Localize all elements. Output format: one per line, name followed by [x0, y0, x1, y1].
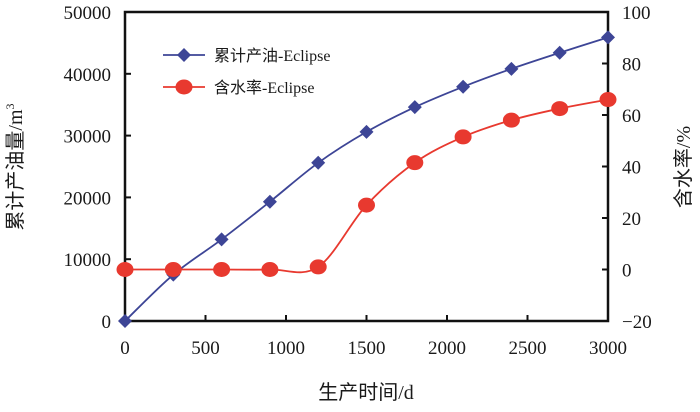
plot-border [123, 10, 610, 323]
diamond-marker [262, 194, 277, 209]
x-tick-label: 1000 [267, 338, 305, 359]
legend-item: 含水率-Eclipse [163, 79, 314, 97]
diamond-marker [552, 45, 567, 60]
legend-label: 含水率-Eclipse [214, 79, 314, 97]
x-tick-label: 0 [120, 338, 130, 359]
y-axis-title-main: 累计产油量/m [4, 109, 27, 231]
x-tick-label: 2500 [509, 338, 547, 359]
series-water-cut [116, 92, 617, 277]
circle-marker [406, 155, 424, 171]
circle-marker [502, 112, 520, 128]
circle-marker [164, 262, 182, 277]
diamond-marker [214, 232, 229, 247]
diamond-marker [504, 61, 519, 76]
series-line [124, 36, 609, 322]
x-tick-label: 2000 [428, 338, 466, 359]
y2-tick-label: 60 [622, 106, 641, 127]
legend: 累计产油-Eclipse 含水率-Eclipse [163, 47, 330, 97]
legend-item: 累计产油-Eclipse [163, 47, 330, 65]
axis-ticks: 0 500 1000 1500 2000 2500 30000100002000030000… [64, 3, 652, 359]
x-tick-label: 1500 [348, 338, 386, 359]
diamond-marker [456, 79, 471, 94]
legend-label: 累计产油-Eclipse [214, 47, 330, 65]
x-axis-title: 生产时间/d [318, 381, 414, 404]
series-layer [116, 30, 617, 328]
diamond-marker [601, 30, 615, 45]
y-tick-label: 10000 [64, 250, 112, 271]
diamond-marker [118, 314, 132, 328]
y2-tick-label: 80 [622, 55, 641, 76]
circle-marker [116, 262, 134, 277]
y-tick-label: 30000 [64, 127, 112, 148]
y2-tick-label: 20 [622, 209, 641, 230]
diamond-marker [359, 124, 374, 139]
circle-marker [261, 262, 279, 277]
circle-marker [213, 262, 231, 277]
diamond-marker [311, 155, 326, 170]
x-tick-label: 3000 [589, 338, 627, 359]
y2-tick-label: −20 [622, 312, 652, 333]
y-tick-label: 40000 [64, 65, 112, 86]
y-axis-title: 累计产油量/m3 [3, 103, 27, 230]
diamond-marker [177, 48, 191, 62]
circle-marker [454, 129, 472, 145]
x-tick-label: 500 [191, 338, 220, 359]
circle-marker [175, 79, 193, 95]
circle-marker [551, 101, 569, 117]
y2-tick-label: 40 [622, 158, 641, 179]
y2-tick-label: 0 [622, 261, 632, 282]
y-tick-label: 50000 [64, 3, 112, 24]
y-tick-label: 0 [102, 312, 112, 333]
y2-axis-title: 含水率/% [672, 126, 695, 208]
plot-frame [123, 10, 610, 323]
y-tick-label: 20000 [64, 188, 112, 209]
y2-tick-label: 100 [622, 3, 651, 24]
circle-marker [358, 197, 375, 213]
y-axis-title-sup: 3 [3, 103, 17, 109]
circle-marker [599, 92, 617, 108]
diamond-marker [407, 100, 422, 115]
series-cumulative-oil [118, 30, 615, 328]
circle-marker [309, 259, 327, 275]
